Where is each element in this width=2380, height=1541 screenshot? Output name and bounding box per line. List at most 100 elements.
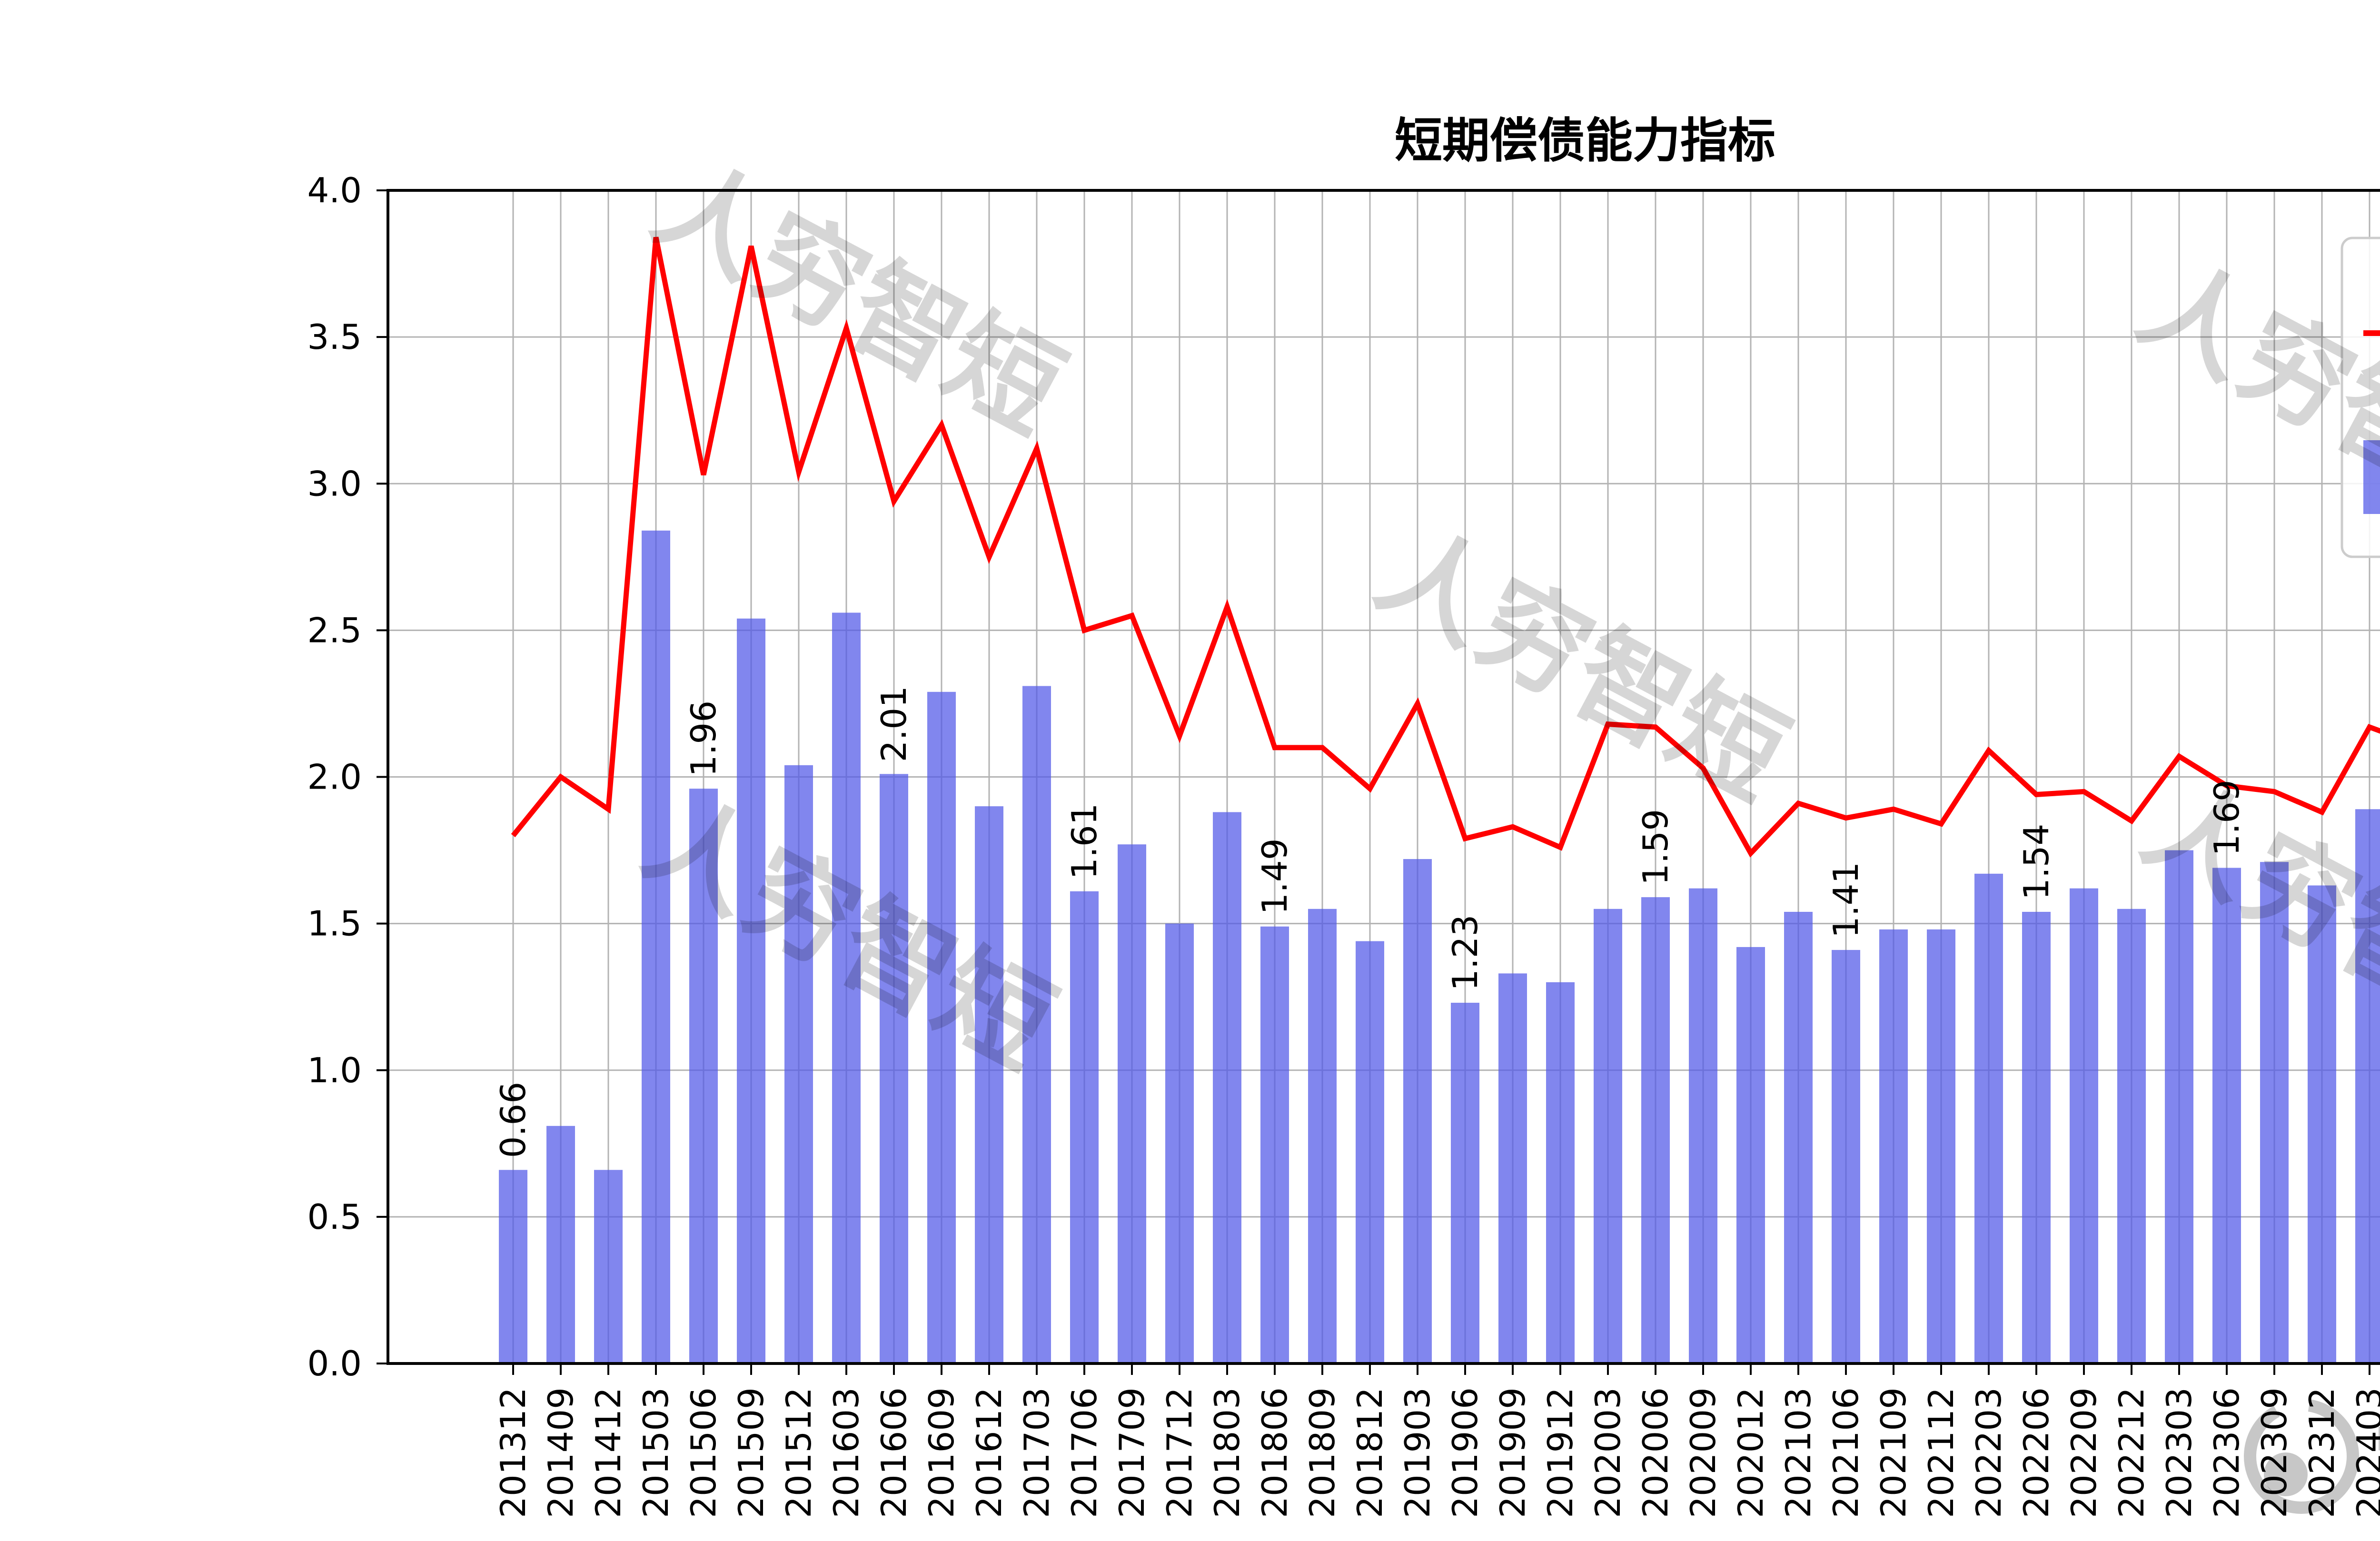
bar bbox=[499, 1170, 527, 1363]
x-tick-label: 201603 bbox=[826, 1387, 866, 1518]
snowball-logo-ball-icon bbox=[2264, 1452, 2308, 1496]
x-tick-label: 202103 bbox=[1778, 1387, 1818, 1518]
x-tick-label: 201906 bbox=[1445, 1387, 1485, 1518]
x-tick-label: 201412 bbox=[588, 1387, 628, 1518]
x-tick-label: 201612 bbox=[969, 1387, 1009, 1518]
y-tick-label: 1.5 bbox=[307, 904, 362, 944]
bar bbox=[1498, 973, 1527, 1363]
axes bbox=[377, 189, 2380, 1375]
bar bbox=[880, 774, 908, 1363]
bar bbox=[1974, 873, 2003, 1363]
bar bbox=[2117, 909, 2146, 1363]
bar bbox=[2022, 911, 2051, 1363]
bar-value-label: 0.66 bbox=[493, 1082, 533, 1158]
x-tick-label: 201609 bbox=[922, 1387, 962, 1518]
bar bbox=[1070, 891, 1099, 1363]
x-tick-label: 202003 bbox=[1588, 1387, 1628, 1518]
legend: 流动比率 速动比率 bbox=[2340, 237, 2380, 558]
x-tick-label: 201712 bbox=[1160, 1387, 1200, 1518]
bar-value-label: 1.41 bbox=[1826, 862, 1866, 938]
x-tick-label: 201812 bbox=[1350, 1387, 1390, 1518]
brand-watermark: 雪球 人穷智短 bbox=[2244, 1399, 2380, 1515]
x-tick-label: 202312 bbox=[2302, 1387, 2342, 1518]
bar-value-labels: 0.66 1.96 2.01 1.61 1.49 1.23 1.59 1.41 1.54 1.69… bbox=[493, 686, 2247, 1158]
bar-value-label: 1.59 bbox=[1636, 809, 1676, 885]
bar bbox=[1022, 686, 1051, 1363]
x-tick-label: 201903 bbox=[1398, 1387, 1438, 1518]
bar bbox=[1451, 1003, 1479, 1363]
x-tick-label: 202206 bbox=[2016, 1387, 2056, 1518]
bar bbox=[2212, 868, 2241, 1363]
bar bbox=[1689, 888, 1717, 1363]
y-tick-label: 0.0 bbox=[307, 1343, 362, 1383]
x-axis-labels: 201312 201409 201412 201503 201506 201509 2015… bbox=[493, 1387, 2380, 1518]
x-tick-label: 202303 bbox=[2159, 1387, 2199, 1518]
x-tick-label: 201703 bbox=[1017, 1387, 1057, 1518]
bar bbox=[2070, 888, 2098, 1363]
x-tick-label: 202112 bbox=[1921, 1387, 1961, 1518]
brand-name: 雪球 bbox=[2373, 1404, 2380, 1515]
bar bbox=[1594, 909, 1622, 1363]
bar bbox=[1832, 950, 1860, 1363]
bar bbox=[594, 1170, 623, 1363]
bar bbox=[546, 1126, 575, 1363]
x-tick-label: 202209 bbox=[2064, 1387, 2104, 1518]
x-tick-label: 201312 bbox=[493, 1387, 533, 1518]
x-tick-label: 202006 bbox=[1636, 1387, 1676, 1518]
bar-value-label: 1.69 bbox=[2207, 780, 2247, 856]
line-series bbox=[511, 237, 2380, 858]
bar bbox=[1403, 859, 1432, 1363]
bar bbox=[1260, 926, 1289, 1363]
x-tick-label: 202106 bbox=[1826, 1387, 1866, 1518]
bar bbox=[1736, 947, 1765, 1363]
bar bbox=[2308, 885, 2336, 1363]
bar bbox=[1118, 844, 1146, 1363]
bar-value-label: 2.01 bbox=[874, 686, 914, 762]
bar bbox=[689, 789, 718, 1363]
bars-series bbox=[499, 530, 2380, 1363]
chart-title: 短期偿债能力指标 bbox=[1395, 113, 1775, 168]
x-tick-label: 202212 bbox=[2112, 1387, 2152, 1518]
bar bbox=[975, 806, 1003, 1363]
bar-value-label: 1.23 bbox=[1445, 915, 1485, 991]
bar bbox=[1879, 929, 1908, 1363]
snowball-logo-ring-icon bbox=[2244, 1399, 2359, 1514]
legend-bar-sample bbox=[2363, 440, 2380, 514]
y-tick-label: 0.5 bbox=[307, 1197, 362, 1237]
bar bbox=[927, 691, 956, 1363]
x-tick-label: 201512 bbox=[779, 1387, 819, 1518]
bar bbox=[1546, 982, 1575, 1363]
x-tick-label: 201409 bbox=[541, 1387, 581, 1518]
bar bbox=[737, 618, 765, 1363]
x-tick-label: 201509 bbox=[731, 1387, 771, 1518]
y-tick-label: 1.0 bbox=[307, 1050, 362, 1090]
x-tick-label: 201706 bbox=[1064, 1387, 1104, 1518]
line-path bbox=[511, 237, 2380, 858]
bar bbox=[832, 612, 861, 1363]
y-tick-label: 3.0 bbox=[307, 464, 362, 504]
x-tick-label: 202012 bbox=[1731, 1387, 1771, 1518]
x-tick-label: 202009 bbox=[1683, 1387, 1723, 1518]
y-tick-label: 4.0 bbox=[307, 170, 362, 210]
bar bbox=[1641, 897, 1670, 1363]
bar bbox=[1356, 941, 1384, 1363]
bar bbox=[642, 530, 670, 1363]
y-tick-label: 3.5 bbox=[307, 317, 362, 357]
x-tick-label: 201909 bbox=[1493, 1387, 1533, 1518]
x-tick-label: 201506 bbox=[684, 1387, 724, 1518]
bar bbox=[1784, 911, 1813, 1363]
x-tick-label: 201503 bbox=[636, 1387, 676, 1518]
x-tick-label: 202109 bbox=[1874, 1387, 1914, 1518]
bar bbox=[2165, 850, 2193, 1363]
bar bbox=[1927, 929, 1955, 1363]
x-tick-label: 201606 bbox=[874, 1387, 914, 1518]
x-tick-label: 201806 bbox=[1255, 1387, 1295, 1518]
bar-value-label: 1.96 bbox=[684, 701, 724, 777]
y-tick-label: 2.0 bbox=[307, 757, 362, 797]
x-tick-label: 202306 bbox=[2207, 1387, 2247, 1518]
x-tick-label: 202403 bbox=[2350, 1387, 2380, 1518]
bar bbox=[2260, 862, 2289, 1363]
y-tick-label: 2.5 bbox=[307, 610, 362, 650]
bar-value-label: 1.49 bbox=[1255, 838, 1295, 914]
